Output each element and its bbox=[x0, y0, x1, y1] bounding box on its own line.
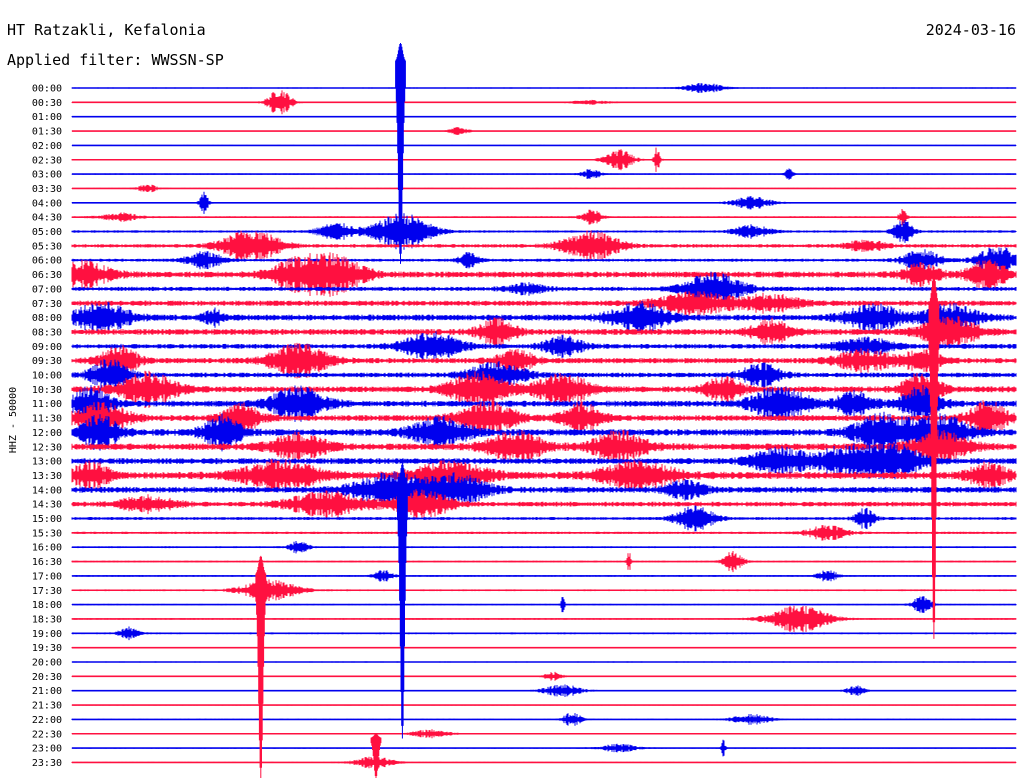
tick-label: 10:30 bbox=[32, 385, 62, 396]
filter-label: Applied filter: WWSSN-SP bbox=[7, 51, 224, 69]
time-tick-labels: 00:00 00:30 01:00 01:30 02:00 02:30 03:00 03:30… bbox=[32, 84, 62, 769]
event-spike bbox=[370, 734, 382, 778]
tick-label: 17:30 bbox=[32, 586, 62, 597]
tick-label: 15:00 bbox=[32, 514, 62, 525]
tick-label: 20:00 bbox=[32, 658, 62, 669]
tick-label: 14:30 bbox=[32, 500, 62, 511]
tick-label: 12:00 bbox=[32, 428, 62, 439]
tick-label: 21:00 bbox=[32, 686, 62, 697]
tick-label: 20:30 bbox=[32, 672, 62, 683]
tick-label: 00:30 bbox=[32, 98, 62, 109]
station-title: HT Ratzakli, Kefalonia bbox=[7, 21, 206, 39]
tick-label: 15:30 bbox=[32, 528, 62, 539]
tick-label: 21:30 bbox=[32, 701, 62, 712]
tick-label: 02:00 bbox=[32, 141, 62, 152]
event-spike bbox=[255, 555, 267, 778]
seismic-traces bbox=[71, 83, 1017, 769]
tick-label: 01:30 bbox=[32, 127, 62, 138]
tick-label: 08:00 bbox=[32, 313, 62, 324]
tick-label: 05:30 bbox=[32, 241, 62, 252]
y-axis-label: HHZ - 50000 bbox=[8, 387, 19, 453]
tick-label: 07:00 bbox=[32, 284, 62, 295]
tick-label: 10:00 bbox=[32, 371, 62, 382]
tick-label: 17:00 bbox=[32, 571, 62, 582]
tick-label: 12:30 bbox=[32, 442, 62, 453]
tick-label: 01:00 bbox=[32, 112, 62, 123]
tick-label: 09:00 bbox=[32, 342, 62, 353]
tick-label: 19:00 bbox=[32, 629, 62, 640]
tick-label: 08:30 bbox=[32, 327, 62, 338]
tick-label: 05:00 bbox=[32, 227, 62, 238]
tick-label: 18:00 bbox=[32, 600, 62, 611]
tick-label: 23:00 bbox=[32, 744, 62, 755]
tick-label: 02:30 bbox=[32, 155, 62, 166]
event-spike bbox=[928, 274, 940, 639]
large-event-spikes bbox=[255, 43, 940, 778]
tick-label: 14:00 bbox=[32, 485, 62, 496]
tick-label: 03:30 bbox=[32, 184, 62, 195]
tick-label: 09:30 bbox=[32, 356, 62, 367]
tick-label: 19:30 bbox=[32, 643, 62, 654]
tick-label: 11:00 bbox=[32, 399, 62, 410]
tick-label: 23:30 bbox=[32, 758, 62, 769]
tick-label: 11:30 bbox=[32, 414, 62, 425]
tick-label: 22:30 bbox=[32, 729, 62, 740]
event-spike bbox=[397, 463, 408, 739]
tick-label: 00:00 bbox=[32, 84, 62, 95]
tick-label: 22:00 bbox=[32, 715, 62, 726]
tick-label: 16:30 bbox=[32, 557, 62, 568]
date-label: 2024-03-16 bbox=[925, 21, 1016, 39]
tick-label: 16:00 bbox=[32, 543, 62, 554]
tick-label: 04:00 bbox=[32, 198, 62, 209]
tick-label: 03:00 bbox=[32, 170, 62, 181]
tick-label: 13:00 bbox=[32, 457, 62, 468]
tick-label: 04:30 bbox=[32, 213, 62, 224]
event-spike bbox=[395, 43, 406, 264]
tick-label: 13:30 bbox=[32, 471, 62, 482]
tick-label: 18:30 bbox=[32, 614, 62, 625]
tick-label: 07:30 bbox=[32, 299, 62, 310]
tick-label: 06:30 bbox=[32, 270, 62, 281]
tick-label: 06:00 bbox=[32, 256, 62, 267]
